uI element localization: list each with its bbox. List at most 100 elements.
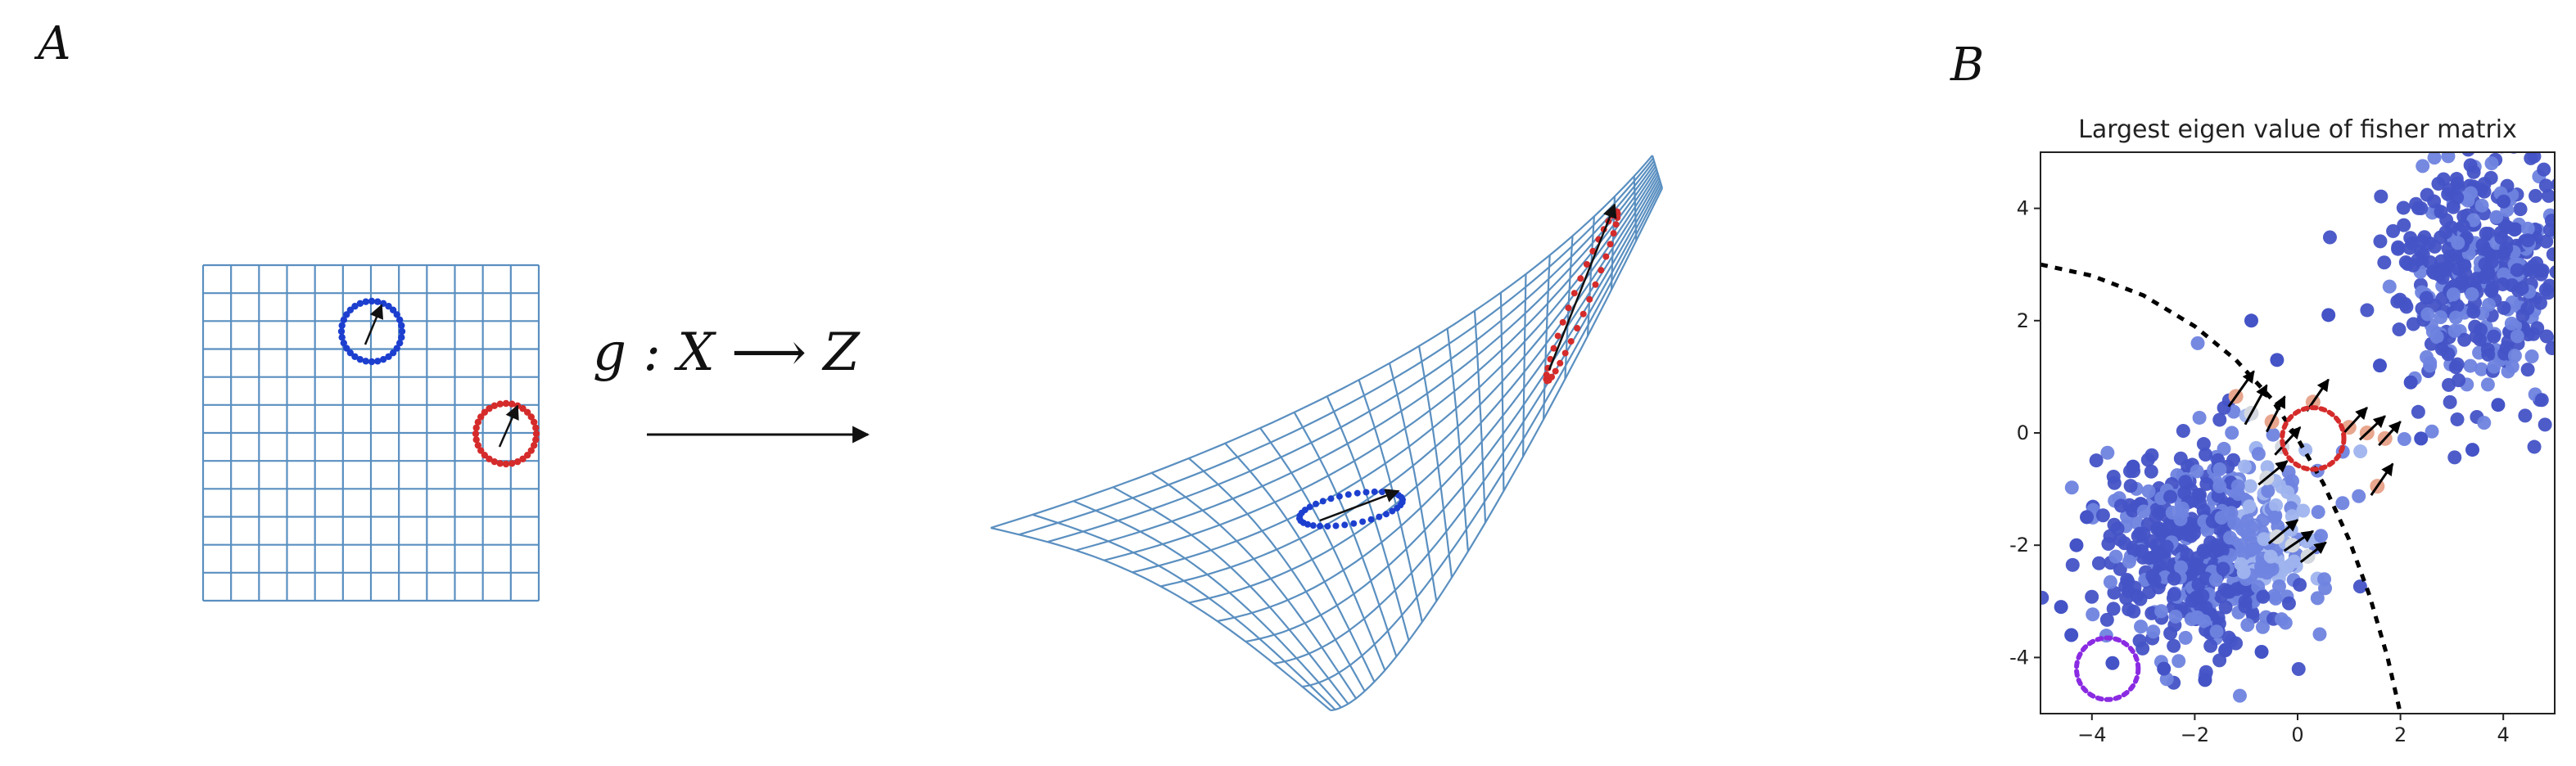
scatter-point: [2463, 358, 2478, 373]
scatter-point: [2520, 363, 2535, 377]
gradient-arrow: [2227, 370, 2255, 408]
scatter-point: [2538, 178, 2553, 193]
scatter-point: [2107, 517, 2122, 532]
mesh-line-cross: [1417, 345, 1453, 578]
scatter-point: [2425, 424, 2439, 439]
gradient-arrow: [2370, 462, 2394, 496]
scatter-point: [2420, 307, 2435, 322]
x-tick-label: 0: [2291, 723, 2303, 746]
scatter-point: [2505, 359, 2520, 374]
mesh-line-long: [1330, 187, 1663, 712]
blue-ellipse-dot: [1324, 523, 1331, 530]
scatter-point: [2314, 529, 2329, 543]
scatter-point: [2352, 579, 2367, 594]
blue-ellipse-dot: [1389, 507, 1396, 515]
scatter-point: [2477, 270, 2492, 285]
scatter-point: [2434, 341, 2449, 356]
scatter-point: [2549, 265, 2555, 279]
scatter-point: [2561, 306, 2575, 320]
scatter-point: [2524, 349, 2539, 363]
scatter-point: [2529, 188, 2543, 203]
scatter-point: [2192, 410, 2207, 425]
highlight-circle: [2280, 405, 2347, 472]
blue-circle-dot: [340, 339, 348, 347]
scatter-point: [2266, 427, 2280, 442]
scatter-point: [2274, 612, 2289, 627]
scatter-point: [2458, 266, 2473, 281]
blue-circle-dot: [374, 298, 382, 305]
gradient-arrow: [2265, 395, 2286, 433]
scatter-point: [2214, 510, 2229, 525]
scatter-point: [2107, 585, 2122, 600]
blue-ellipse-dot: [1371, 488, 1378, 495]
scatter-point: [2419, 291, 2434, 305]
scatter-point: [2296, 503, 2311, 518]
scatter-point: [2450, 190, 2465, 205]
decision-boundary: [2040, 262, 2403, 714]
scatter-point: [2532, 125, 2546, 139]
scatter-point: [2281, 596, 2296, 611]
scatter-point: [2269, 498, 2284, 512]
scatter-point: [2069, 538, 2084, 552]
blue-circle-dot: [385, 303, 392, 310]
scatter-point: [2176, 424, 2190, 439]
red-circle-dot: [477, 447, 485, 454]
scatter-point: [2144, 448, 2159, 462]
x-tick-label: −2: [2181, 723, 2209, 746]
scatter-point: [2225, 426, 2239, 440]
blue-circle-dot: [368, 297, 376, 305]
gradient-arrow: [2299, 541, 2327, 563]
blue-ellipse-dot: [1398, 493, 1405, 501]
scatter-point: [2411, 404, 2425, 419]
red-circle-dot: [527, 447, 535, 454]
scatter-point: [2175, 501, 2190, 516]
scatter-point: [2510, 329, 2524, 344]
blue-ellipse-dot: [1382, 511, 1390, 518]
scatter-point: [2397, 432, 2411, 447]
blue-ellipse-dot: [1367, 516, 1375, 523]
scatter-point: [2190, 464, 2204, 479]
scatter-point: [2243, 479, 2257, 493]
scatter-point: [2538, 417, 2552, 432]
scatter-point: [2443, 394, 2457, 409]
gradient-arrow: [2283, 529, 2315, 552]
scatter-point: [2321, 308, 2336, 322]
x-tick-label: −4: [2077, 723, 2106, 746]
blue-ellipse-dot: [1319, 498, 1326, 505]
blue-circle-dot: [389, 306, 397, 314]
red-ellipse-dot: [1612, 221, 1620, 228]
scatter-point: [2174, 560, 2189, 574]
blue-circle-dot: [368, 358, 376, 366]
scatter-point: [2086, 607, 2100, 622]
scatter-point: [2080, 510, 2095, 525]
scatter-point: [2125, 503, 2140, 518]
scatter-point: [2230, 479, 2245, 493]
scatter-point: [2561, 233, 2575, 247]
x-tick-label: 4: [2497, 723, 2510, 746]
red-circle-dot: [532, 430, 540, 438]
scatter-point: [2100, 445, 2115, 460]
scatter-point: [2373, 234, 2388, 249]
scatter-point: [2515, 309, 2530, 323]
scatter-point: [2480, 377, 2495, 392]
scatter-point: [2144, 464, 2158, 479]
scatter-point: [2335, 496, 2350, 511]
scatter-point: [2146, 550, 2161, 565]
scatter-point: [2374, 189, 2388, 204]
mesh-line-long: [990, 155, 1653, 529]
scatter-point: [2251, 447, 2266, 462]
scatter-point: [2106, 469, 2121, 484]
blue-ellipse-dot: [1335, 493, 1343, 500]
blue-circle-dot: [362, 358, 369, 365]
x-axis: −4 −2 0 2 4: [2077, 714, 2510, 746]
blue-ellipse-dot: [1359, 518, 1367, 525]
gradient-arrow: [2257, 460, 2289, 486]
red-circle-dot: [532, 424, 540, 431]
red-circle-dot: [519, 455, 526, 462]
scatter-point: [2203, 535, 2218, 550]
scatter-point: [2377, 255, 2392, 270]
scatter-point: [2521, 263, 2536, 277]
red-ellipse-dot: [1557, 359, 1564, 367]
scatter-point: [2180, 547, 2194, 562]
